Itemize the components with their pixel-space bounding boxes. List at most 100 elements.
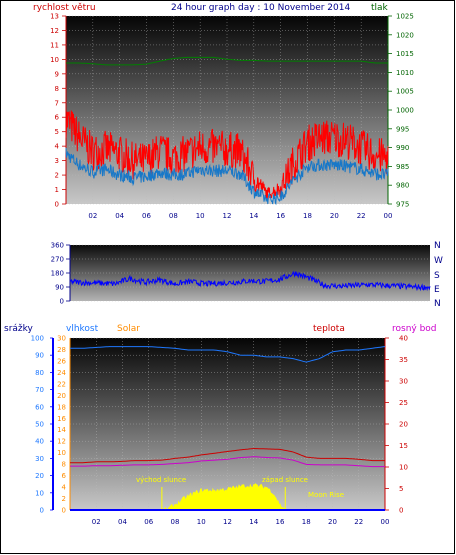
- x-tick-label: 22: [357, 212, 366, 220]
- y-tick-label: 1020: [396, 31, 414, 39]
- y-tick-label: 270: [51, 256, 64, 264]
- solar-tick-label: 10: [57, 449, 66, 457]
- x-tick-label: 00: [384, 212, 393, 220]
- y-tick-label: 990: [396, 144, 409, 152]
- x-tick-label: 14: [249, 212, 258, 220]
- temp-tick-label: 40: [399, 335, 408, 343]
- y-tick-label: 5: [55, 128, 59, 136]
- y-tick-label: 9: [55, 70, 59, 78]
- compass-letter: N: [434, 241, 441, 251]
- solar-tick-label: 4: [62, 484, 67, 492]
- y-tick-label: 90: [55, 284, 64, 292]
- y-tick-label: 1: [55, 186, 59, 194]
- humidity-tick-label: 20: [35, 472, 44, 480]
- humidity-tick-label: 0: [40, 507, 44, 515]
- humidity-tick-label: 90: [35, 352, 44, 360]
- temp-tick-label: 5: [399, 485, 403, 493]
- temp-tick-label: 15: [399, 442, 408, 450]
- pressure-axis-title: tlak: [371, 3, 389, 13]
- y-tick-label: 12: [50, 27, 59, 35]
- x-tick-label: 18: [303, 212, 312, 220]
- solar-tick-label: 0: [62, 507, 66, 515]
- wind-direction-line: [69, 270, 431, 292]
- y-tick-label: 0: [60, 298, 64, 306]
- x-tick-label: 00: [381, 518, 390, 526]
- y-tick-label: 4: [55, 143, 60, 151]
- x-tick-label: 10: [196, 212, 205, 220]
- wind-avg-line: [65, 147, 389, 206]
- x-tick-label: 18: [302, 518, 311, 526]
- x-tick-label: 14: [249, 518, 258, 526]
- bottom-plot-area: [70, 338, 385, 510]
- x-tick-label: 04: [118, 518, 127, 526]
- x-tick-label: 06: [144, 518, 153, 526]
- x-tick-label: 22: [354, 518, 363, 526]
- chart-title: 24 hour graph day : 10 November 2014: [171, 3, 350, 13]
- solar-tick-label: 30: [57, 335, 66, 343]
- y-tick-label: 0: [55, 201, 59, 209]
- y-tick-label: 1015: [396, 50, 414, 58]
- solar-tick-label: 2: [62, 495, 66, 503]
- temp-tick-label: 25: [399, 399, 408, 407]
- y-tick-label: 3: [55, 157, 59, 165]
- solar-tick-label: 14: [57, 426, 66, 434]
- y-tick-label: 1010: [396, 69, 414, 77]
- y-tick-label: 975: [396, 201, 409, 209]
- compass-letter: W: [434, 256, 443, 266]
- x-tick-label: 06: [142, 212, 151, 220]
- moonrise-label: Moon Rise: [308, 491, 344, 499]
- solar-tick-label: 20: [57, 392, 66, 400]
- y-tick-label: 6: [55, 114, 60, 122]
- y-tick-label: 980: [396, 182, 409, 190]
- rain-axis-title: srážky: [4, 324, 34, 334]
- x-tick-label: 16: [276, 212, 285, 220]
- temp-tick-label: 0: [399, 507, 403, 515]
- sunset-label: západ slunce: [262, 476, 308, 484]
- x-tick-label: 02: [92, 518, 101, 526]
- temp-tick-label: 30: [399, 378, 408, 386]
- humidity-line: [70, 346, 386, 363]
- dewpoint-axis-title: rosný bod: [392, 324, 437, 334]
- solar-axis-title: Solar: [117, 324, 140, 334]
- humidity-tick-label: 30: [35, 455, 44, 463]
- compass-letter: N: [434, 299, 441, 309]
- dewpoint-line: [70, 456, 385, 468]
- solar-tick-label: 26: [57, 357, 66, 365]
- y-tick-label: 1005: [396, 88, 414, 96]
- x-tick-label: 04: [115, 212, 124, 220]
- y-tick-label: 10: [50, 56, 59, 64]
- humidity-tick-label: 70: [35, 386, 44, 394]
- y-tick-label: 11: [50, 41, 59, 49]
- x-tick-label: 08: [171, 518, 180, 526]
- humidity-tick-label: 80: [35, 369, 44, 377]
- solar-tick-label: 8: [62, 461, 66, 469]
- y-tick-label: 13: [50, 13, 59, 21]
- y-tick-label: 985: [396, 163, 409, 171]
- solar-tick-label: 18: [57, 403, 66, 411]
- temperature-axis-title: teplota: [313, 324, 345, 334]
- humidity-tick-label: 10: [35, 489, 44, 497]
- solar-tick-label: 16: [57, 415, 66, 423]
- sunrise-label: východ slunce: [136, 476, 186, 484]
- humidity-tick-label: 50: [35, 421, 44, 429]
- y-tick-label: 2: [55, 172, 59, 180]
- x-tick-label: 16: [276, 518, 285, 526]
- x-tick-label: 08: [169, 212, 178, 220]
- x-tick-label: 10: [197, 518, 206, 526]
- temperature-line: [70, 447, 385, 464]
- compass-letter: E: [434, 285, 440, 295]
- humidity-tick-label: 40: [35, 438, 44, 446]
- compass-letter: S: [434, 271, 440, 281]
- x-tick-label: 02: [88, 212, 97, 220]
- wind-gust-line: [65, 110, 389, 199]
- y-tick-label: 995: [396, 125, 409, 133]
- y-tick-label: 1025: [396, 13, 414, 21]
- solar-tick-label: 22: [57, 380, 66, 388]
- humidity-tick-label: 60: [35, 403, 44, 411]
- humidity-axis-title: vlhkost: [66, 324, 99, 334]
- y-tick-label: 8: [55, 85, 59, 93]
- y-tick-label: 360: [51, 242, 64, 250]
- y-tick-label: 7: [55, 99, 59, 107]
